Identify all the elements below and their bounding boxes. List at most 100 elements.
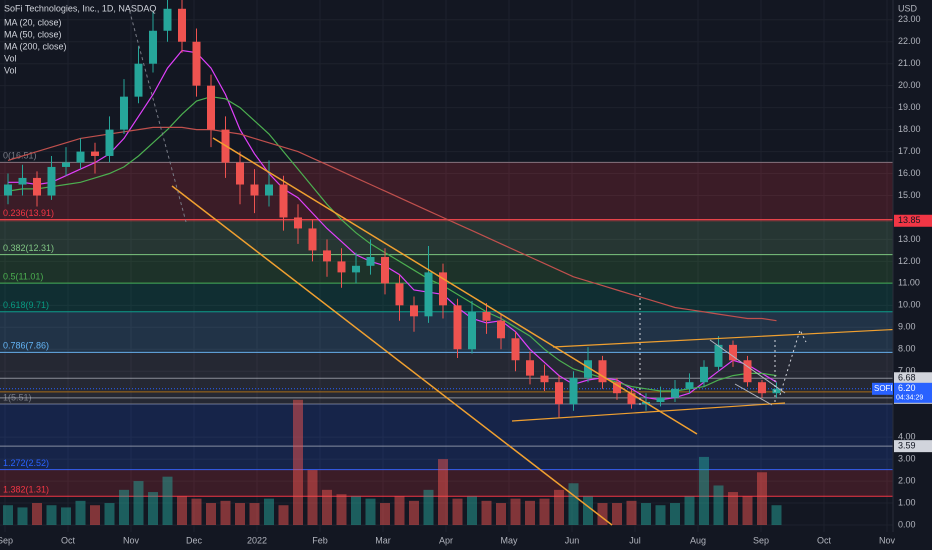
fib-band bbox=[0, 219, 893, 255]
wedge-line bbox=[734, 383, 773, 406]
x-tick-label: Aug bbox=[690, 535, 706, 545]
volume-bar bbox=[365, 498, 376, 525]
candle-body bbox=[743, 360, 752, 383]
fib-band bbox=[0, 311, 893, 353]
price-tag-label: 6.68 bbox=[898, 373, 916, 383]
x-tick-label: Jul bbox=[629, 535, 641, 545]
candle-body bbox=[468, 311, 476, 350]
y-tick-label: 15.00 bbox=[898, 190, 921, 200]
candle-body bbox=[120, 96, 128, 130]
candle-body bbox=[395, 283, 404, 306]
y-tick-label: 10.00 bbox=[898, 300, 921, 310]
trend-line bbox=[511, 402, 786, 422]
volume-bar bbox=[409, 500, 419, 525]
y-tick-label: 23.00 bbox=[898, 14, 921, 24]
candle-body bbox=[163, 8, 172, 31]
candle-body bbox=[772, 388, 781, 394]
x-tick-label: Sep bbox=[0, 535, 13, 545]
y-tick-label: 2.00 bbox=[898, 475, 916, 485]
legend-entry: Vol bbox=[4, 65, 17, 75]
y-tick-label: 21.00 bbox=[898, 58, 921, 68]
trend-line bbox=[171, 185, 613, 526]
volume-bar bbox=[757, 472, 767, 525]
volume-bar bbox=[554, 489, 564, 525]
volume-bar bbox=[17, 507, 28, 525]
candle-body bbox=[613, 382, 621, 394]
current-price-label: 6.20 bbox=[898, 383, 916, 393]
y-tick-label: 8.00 bbox=[898, 344, 916, 354]
candle-body bbox=[584, 360, 592, 378]
candle-body bbox=[656, 397, 665, 402]
candle-body bbox=[758, 382, 766, 394]
x-tick-label: Feb bbox=[312, 535, 328, 545]
drawings bbox=[127, 4, 904, 526]
volume-bar bbox=[3, 505, 13, 525]
candle-body bbox=[250, 184, 259, 196]
volume-bar bbox=[742, 496, 753, 525]
volume-bar bbox=[46, 505, 57, 525]
x-tick-label: Nov bbox=[123, 535, 140, 545]
volume-bar bbox=[655, 505, 666, 525]
volume-bar bbox=[148, 492, 158, 525]
candle-body bbox=[207, 85, 215, 130]
volume-bar bbox=[162, 476, 173, 525]
candle-body bbox=[149, 30, 157, 64]
volume-bar bbox=[336, 494, 347, 525]
ma-line bbox=[7, 126, 777, 322]
y-tick-label: 16.00 bbox=[898, 168, 921, 178]
candle-body bbox=[105, 129, 114, 156]
candle-body bbox=[453, 305, 462, 350]
fib-label: 0.5(11.01) bbox=[3, 272, 43, 282]
y-tick-label: 11.00 bbox=[898, 278, 920, 288]
symbol-label: SOFI bbox=[874, 384, 893, 393]
candle-body bbox=[598, 360, 607, 383]
x-tick-label: Sep bbox=[753, 535, 769, 545]
fib-label: 0.618(9.71) bbox=[3, 300, 49, 310]
candle-body bbox=[439, 272, 447, 306]
volume-bar bbox=[467, 496, 477, 525]
candle-body bbox=[76, 151, 85, 163]
fib-band bbox=[0, 162, 893, 220]
symbol-tag bbox=[872, 382, 893, 395]
ma-line bbox=[8, 49, 777, 401]
legend-entry: MA (20, close) bbox=[4, 17, 62, 27]
candle-body bbox=[366, 257, 375, 266]
price-tag-label: 3.59 bbox=[898, 441, 916, 451]
candle-body bbox=[685, 382, 694, 389]
volume-bar bbox=[119, 489, 129, 525]
trend-line bbox=[212, 137, 698, 435]
grid-layer bbox=[0, 0, 893, 532]
y-tick-label: 13.00 bbox=[898, 234, 921, 244]
fib-label: 1.272(2.52) bbox=[3, 458, 49, 468]
candle-body bbox=[47, 166, 56, 196]
price-tag-label: 13.85 bbox=[898, 215, 921, 225]
candle-body bbox=[294, 217, 302, 229]
y-tick-label: 3.00 bbox=[898, 453, 916, 463]
candle-body bbox=[308, 228, 317, 251]
volume-bar bbox=[191, 498, 202, 525]
y-tick-label: 4.00 bbox=[898, 432, 916, 442]
y-tick-label: 12.00 bbox=[898, 256, 921, 266]
candle-body bbox=[671, 388, 679, 398]
volume-bar bbox=[380, 503, 390, 525]
trend-line bbox=[552, 328, 904, 348]
price-tag bbox=[894, 372, 932, 385]
candle-body bbox=[4, 184, 12, 196]
x-tick-label: Mar bbox=[375, 535, 391, 545]
candle-body bbox=[714, 344, 723, 367]
candle-body bbox=[236, 162, 244, 185]
fib-label: 0(16.51) bbox=[3, 151, 37, 161]
chart-title: SoFi Technologies, Inc., 1D, NASDAQ bbox=[4, 3, 156, 13]
projection-path bbox=[779, 328, 807, 396]
y-tick-label: 22.00 bbox=[898, 36, 921, 46]
candle-body bbox=[627, 393, 636, 405]
candle-body bbox=[352, 265, 360, 273]
legend-entry: Vol bbox=[4, 53, 17, 63]
candle-body bbox=[381, 257, 389, 284]
y-tick-label: 1.00 bbox=[898, 497, 916, 507]
current-price-tag bbox=[894, 382, 932, 403]
volume-bar bbox=[641, 503, 651, 525]
candle-body bbox=[555, 382, 563, 405]
